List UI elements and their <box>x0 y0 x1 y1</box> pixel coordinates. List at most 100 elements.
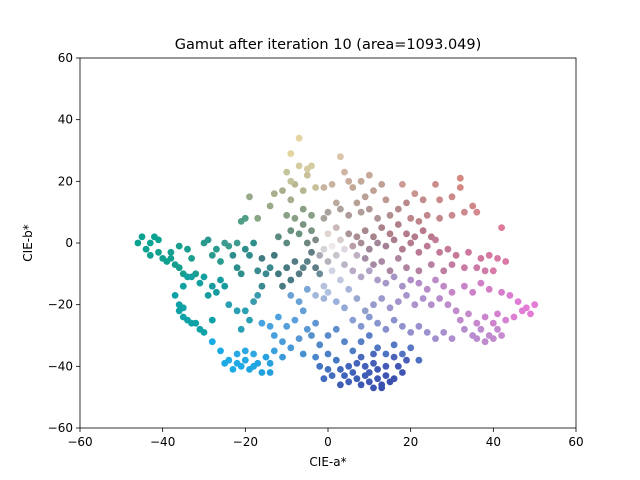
data-point <box>204 292 212 299</box>
data-point <box>440 267 448 275</box>
data-point <box>312 353 319 361</box>
data-point <box>353 375 361 383</box>
data-point <box>283 168 291 176</box>
data-point <box>382 362 390 370</box>
data-point <box>332 356 340 364</box>
data-point <box>448 193 456 201</box>
data-point <box>175 242 183 250</box>
y-axis: −60 −40 −20 0 20 40 60 <box>48 51 80 435</box>
data-point <box>345 230 353 238</box>
data-point <box>312 292 319 299</box>
data-point <box>341 261 348 268</box>
data-point <box>299 187 307 195</box>
data-point <box>353 359 361 367</box>
data-point <box>213 245 220 253</box>
data-point <box>266 369 274 376</box>
data-point <box>399 245 406 253</box>
data-point <box>382 372 390 379</box>
data-point <box>337 381 344 389</box>
data-point <box>365 171 373 179</box>
data-point <box>489 319 497 327</box>
data-point <box>213 288 220 296</box>
data-point <box>246 316 253 324</box>
data-point <box>527 310 534 318</box>
x-tick-label: −60 <box>67 435 92 449</box>
data-point <box>494 325 501 333</box>
data-point <box>233 350 241 358</box>
data-point <box>275 313 282 321</box>
data-point <box>481 338 489 346</box>
data-point <box>365 378 373 386</box>
data-point <box>332 199 340 207</box>
data-point <box>415 218 423 225</box>
data-point <box>279 338 286 346</box>
data-point <box>357 353 365 361</box>
data-point <box>370 187 377 195</box>
y-tick-label: −20 <box>48 298 73 312</box>
data-point <box>361 255 369 262</box>
data-point <box>312 184 319 191</box>
data-point <box>345 177 353 185</box>
data-point <box>423 242 431 250</box>
data-point <box>423 329 431 336</box>
data-point <box>510 313 518 321</box>
data-point <box>142 245 150 253</box>
x-tick-label: 20 <box>403 435 418 449</box>
data-point <box>382 350 390 358</box>
data-point <box>225 301 233 309</box>
data-point <box>357 381 365 389</box>
data-point <box>167 255 175 262</box>
data-point <box>390 353 398 361</box>
data-point <box>241 307 249 315</box>
data-point <box>461 208 468 216</box>
data-point <box>320 375 328 383</box>
data-point <box>498 224 505 232</box>
data-point <box>440 282 448 290</box>
data-point <box>287 177 295 185</box>
data-point <box>489 335 497 342</box>
data-point <box>254 267 262 275</box>
data-point <box>299 221 307 228</box>
y-tick-label: 60 <box>58 51 73 65</box>
data-point <box>390 375 398 383</box>
data-point <box>365 245 373 253</box>
data-point <box>308 248 315 256</box>
data-point <box>250 362 257 370</box>
data-point <box>299 205 307 213</box>
data-point <box>337 205 344 213</box>
data-point <box>357 322 365 330</box>
y-tick-label: 40 <box>58 113 73 127</box>
data-point <box>246 193 253 201</box>
data-point <box>427 261 435 268</box>
data-point <box>374 276 381 284</box>
data-point <box>303 325 311 333</box>
data-point <box>266 322 274 330</box>
data-point <box>361 193 369 201</box>
data-point <box>461 325 468 333</box>
data-point <box>332 325 340 333</box>
data-point <box>494 255 501 262</box>
data-point <box>328 372 336 379</box>
data-point <box>394 362 402 370</box>
data-point <box>415 248 423 256</box>
data-point <box>448 211 456 219</box>
data-point <box>407 214 415 222</box>
data-point <box>295 162 303 170</box>
data-point <box>498 288 505 296</box>
data-point <box>332 298 340 305</box>
data-point <box>465 248 472 256</box>
data-point <box>370 384 377 392</box>
data-point <box>365 267 373 275</box>
data-point <box>299 307 307 315</box>
data-point <box>394 255 402 262</box>
data-point <box>279 353 286 361</box>
data-point <box>473 319 481 327</box>
data-point <box>382 196 390 204</box>
data-point <box>316 362 324 370</box>
data-point <box>316 270 324 278</box>
data-point <box>345 211 353 219</box>
data-point <box>308 211 315 219</box>
data-point <box>217 347 224 355</box>
data-point <box>262 270 270 278</box>
